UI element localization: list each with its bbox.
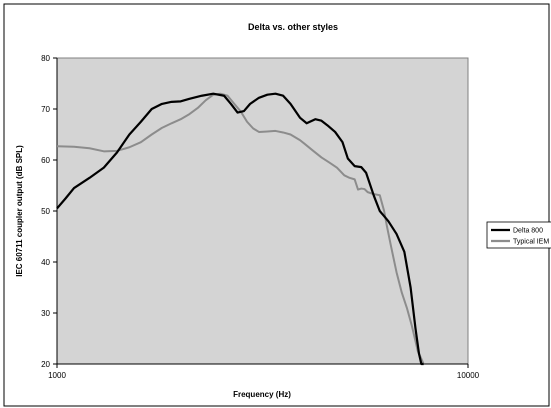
y-axis: 20 30 40 50 60 70 80 xyxy=(41,54,58,369)
legend-label-1: Typical IEM xyxy=(513,239,549,246)
legend-label-0: Delta 800 xyxy=(513,228,543,235)
series-layer xyxy=(56,92,425,366)
y-tick-label: 70 xyxy=(41,105,50,114)
series-line-0 xyxy=(56,92,424,366)
plot-area xyxy=(56,57,469,365)
y-tick-label: 80 xyxy=(41,54,50,63)
series-line-1 xyxy=(56,92,425,365)
y-axis-label: IEC 60711 coupler output (dB SPL) xyxy=(15,145,24,277)
legend-box xyxy=(486,221,551,249)
x-axis-label: Frequency (Hz) xyxy=(233,390,291,399)
y-tick-label: 40 xyxy=(41,258,50,267)
x-tick-label: 10000 xyxy=(457,371,480,380)
y-tick-label: 30 xyxy=(41,309,50,318)
x-tick-label: 1000 xyxy=(48,371,66,380)
y-tick-label: 20 xyxy=(41,360,50,369)
x-axis: 1000 10000 xyxy=(48,363,480,380)
legend: Delta 800 Typical IEM xyxy=(486,221,551,249)
y-tick-label: 60 xyxy=(41,156,50,165)
y-tick-label: 50 xyxy=(41,207,50,216)
chart-title: Delta vs. other styles xyxy=(248,22,338,32)
